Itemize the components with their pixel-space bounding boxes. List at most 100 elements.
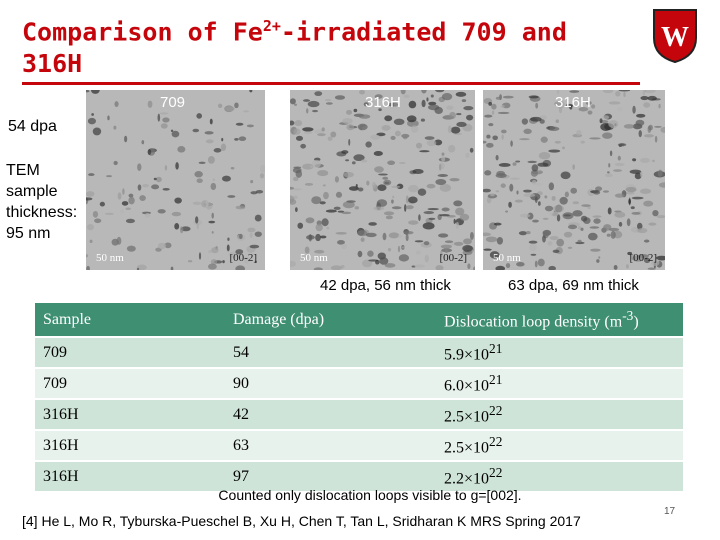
texture-spot: [438, 233, 449, 238]
texture-spot: [569, 104, 573, 110]
texture-spot: [170, 266, 174, 270]
texture-spot: [488, 122, 494, 127]
title-rule: [22, 82, 640, 85]
texture-spot: [363, 102, 369, 107]
texture-spot: [210, 182, 217, 191]
texture-spot: [207, 155, 215, 164]
texture-spot: [625, 264, 629, 269]
texture-spot: [179, 226, 184, 234]
texture-spot: [623, 92, 626, 97]
texture-spot: [373, 151, 383, 156]
texture-spot: [342, 201, 355, 209]
texture-spot: [640, 157, 650, 163]
texture-spot: [404, 204, 407, 212]
texture-spot: [455, 91, 467, 97]
texture-spot: [317, 170, 329, 177]
texture-spot: [412, 168, 424, 175]
texture-spot: [247, 227, 256, 233]
texture-spot: [538, 152, 551, 160]
texture-spot: [528, 240, 538, 244]
texture-spot: [637, 227, 648, 234]
texture-spot: [652, 209, 659, 217]
texture-spot: [608, 163, 611, 168]
texture-spot: [535, 102, 539, 109]
texture-spot: [174, 223, 180, 230]
texture-spot: [209, 118, 213, 125]
table-row: 709 54 5.9×1021: [35, 337, 683, 369]
texture-spot: [483, 232, 492, 237]
texture-spot: [91, 113, 94, 116]
texture-spot: [113, 125, 117, 130]
texture-spot: [398, 254, 410, 262]
table-cell: Dislocation loop density (m-3): [436, 303, 683, 338]
texture-spot: [230, 167, 235, 170]
texture-spot: [398, 161, 406, 164]
texture-spot: [254, 260, 258, 264]
texture-spot: [292, 176, 299, 182]
texture-spot: [405, 195, 409, 203]
texture-spot: [655, 255, 665, 261]
texture-spot: [505, 263, 511, 269]
texture-spot: [510, 140, 513, 147]
scale-bar-label: 50 nm: [96, 252, 124, 264]
texture-spot: [365, 232, 377, 238]
texture-spot: [497, 111, 510, 115]
texture-spot: [453, 218, 456, 224]
texture-spot: [608, 227, 620, 232]
texture-spot: [493, 222, 502, 226]
texture-spot: [496, 236, 504, 245]
texture-spot: [447, 125, 452, 134]
texture-spot: [346, 200, 356, 203]
texture-spot: [297, 222, 304, 229]
texture-spot: [387, 160, 396, 165]
texture-spot: [617, 143, 627, 147]
texture-spot: [596, 259, 600, 263]
texture-spot: [234, 137, 239, 141]
texture-spot: [512, 162, 517, 166]
cell-exponent: 22: [489, 464, 503, 480]
texture-spot: [325, 102, 333, 105]
texture-spot: [86, 197, 93, 201]
texture-spot: [580, 227, 584, 231]
texture-spot: [578, 106, 589, 112]
texture-spot: [498, 163, 511, 167]
texture-spot: [515, 160, 521, 163]
texture-spot: [501, 134, 504, 140]
texture-spot: [234, 102, 239, 109]
texture-spot: [556, 238, 565, 247]
texture-spot: [421, 90, 427, 94]
texture-spot: [518, 231, 527, 236]
texture-spot: [554, 101, 561, 107]
texture-spot: [195, 216, 199, 224]
texture-spot: [382, 232, 387, 241]
texture-spot: [423, 210, 435, 215]
texture-spot: [239, 233, 243, 240]
texture-spot: [330, 131, 337, 138]
texture-spot: [293, 128, 301, 135]
texture-spot: [384, 181, 390, 185]
texture-spot: [302, 99, 311, 102]
texture-spot: [321, 218, 329, 227]
texture-spot: [567, 224, 578, 230]
texture-spot: [171, 211, 182, 217]
texture-spot: [469, 147, 474, 153]
texture-spot: [374, 166, 384, 173]
image-label: 316H: [365, 94, 401, 111]
texture-spot: [314, 91, 323, 97]
texture-spot: [147, 149, 152, 155]
cell-text: 2.5×10: [444, 439, 490, 457]
texture-spot: [211, 247, 219, 254]
texture-spot: [348, 138, 351, 146]
texture-spot: [628, 198, 631, 205]
texture-spot: [643, 257, 651, 264]
texture-spot: [590, 248, 601, 252]
texture-spot: [435, 90, 445, 93]
texture-spot: [353, 154, 365, 162]
texture-spot: [587, 232, 598, 241]
cell-text: 2.2×10: [444, 470, 490, 488]
texture-spot: [455, 207, 465, 216]
table-cell: 316H: [35, 461, 225, 493]
texture-spot: [605, 173, 613, 178]
texture-spot: [647, 95, 657, 101]
texture-spot: [654, 135, 658, 143]
